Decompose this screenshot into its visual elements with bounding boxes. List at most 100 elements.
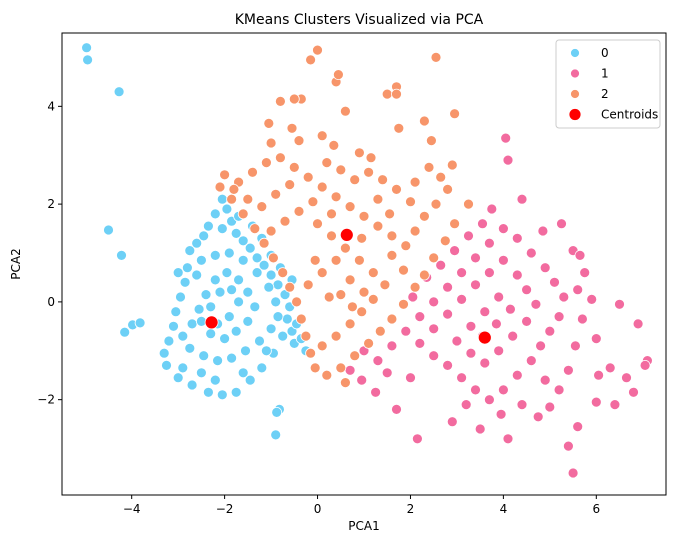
legend-marker — [570, 68, 580, 79]
point-cluster-0 — [116, 249, 127, 261]
point-cluster-0 — [209, 274, 221, 286]
point-cluster-1 — [521, 315, 532, 327]
point-cluster-0 — [202, 220, 214, 232]
point-cluster-1 — [479, 306, 491, 318]
point-cluster-2 — [425, 135, 437, 147]
point-cluster-1 — [525, 355, 537, 367]
point-cluster-1 — [456, 293, 468, 305]
point-cluster-2 — [449, 218, 461, 230]
point-cluster-0 — [233, 274, 245, 286]
point-cluster-1 — [465, 320, 477, 332]
point-cluster-1 — [549, 276, 560, 288]
point-cluster-0 — [258, 259, 270, 271]
point-cluster-2 — [372, 220, 384, 232]
point-cluster-2 — [463, 198, 474, 210]
point-cluster-0 — [216, 223, 228, 235]
point-cluster-1 — [563, 440, 574, 452]
point-cluster-0 — [170, 306, 182, 318]
point-cluster-2 — [381, 88, 393, 100]
point-cluster-1 — [470, 384, 481, 396]
point-cluster-1 — [532, 411, 544, 423]
point-cluster-2 — [291, 296, 303, 308]
point-cluster-2 — [263, 118, 275, 129]
point-cluster-1 — [516, 193, 528, 205]
point-cluster-2 — [307, 196, 319, 208]
point-cluster-0 — [172, 372, 184, 384]
point-cluster-1 — [609, 399, 621, 411]
point-cluster-0 — [205, 328, 217, 340]
point-cluster-1 — [516, 399, 528, 411]
point-cluster-1 — [442, 308, 454, 320]
point-cluster-2 — [367, 267, 379, 279]
point-cluster-2 — [300, 330, 312, 342]
point-cluster-0 — [177, 362, 189, 374]
y-tick-label: 4 — [47, 99, 55, 113]
point-cluster-0 — [134, 317, 146, 329]
point-cluster-1 — [553, 384, 565, 396]
point-cluster-1 — [407, 291, 419, 303]
point-cluster-1 — [511, 369, 523, 381]
point-cluster-1 — [544, 325, 556, 337]
point-cluster-2 — [330, 254, 342, 266]
point-cluster-1 — [446, 416, 458, 428]
point-cluster-0 — [219, 333, 231, 345]
point-cluster-2 — [423, 161, 435, 173]
point-cluster-2 — [247, 166, 258, 178]
point-cluster-2 — [302, 171, 314, 183]
point-cluster-2 — [358, 210, 370, 222]
point-cluster-0 — [191, 237, 203, 249]
point-cluster-1 — [530, 298, 542, 310]
point-cluster-0 — [265, 269, 277, 281]
legend-label: 1 — [601, 67, 609, 81]
point-cluster-2 — [409, 225, 421, 237]
point-cluster-2 — [398, 264, 409, 276]
point-cluster-0 — [195, 367, 207, 379]
point-cluster-2 — [321, 369, 333, 381]
chart-title: KMeans Clusters Visualized via PCA — [235, 12, 484, 28]
point-cluster-0 — [200, 289, 212, 301]
point-cluster-2 — [418, 269, 430, 281]
point-cluster-1 — [570, 340, 581, 352]
point-cluster-1 — [479, 357, 491, 369]
point-cluster-0 — [240, 345, 251, 357]
point-cluster-1 — [504, 303, 516, 315]
point-cluster-0 — [177, 330, 189, 342]
point-cluster-2 — [377, 174, 389, 186]
point-cluster-0 — [237, 254, 249, 266]
point-cluster-0 — [186, 318, 198, 330]
point-cluster-0 — [242, 315, 254, 327]
point-cluster-1 — [370, 386, 382, 398]
point-cluster-2 — [323, 291, 335, 303]
point-cluster-2 — [339, 377, 351, 389]
point-cluster-1 — [577, 313, 588, 325]
point-cluster-2 — [305, 347, 317, 359]
point-cluster-0 — [181, 262, 193, 274]
point-cluster-2 — [258, 237, 270, 249]
point-cluster-2 — [295, 313, 307, 325]
point-cluster-1 — [460, 399, 472, 411]
point-cluster-2 — [339, 105, 351, 117]
y-axis-ticks: −2 0 2 4 — [37, 99, 62, 407]
point-cluster-1 — [428, 350, 440, 362]
point-cluster-2 — [219, 169, 231, 181]
point-cluster-1 — [463, 230, 474, 242]
point-cluster-2 — [279, 215, 291, 227]
point-cluster-2 — [267, 252, 279, 264]
point-cluster-1 — [442, 281, 454, 293]
point-cluster-2 — [228, 183, 240, 195]
point-cluster-0 — [198, 230, 210, 242]
point-cluster-2 — [430, 52, 442, 63]
point-cluster-1 — [502, 154, 514, 166]
point-cluster-0 — [242, 286, 254, 298]
point-cluster-2 — [260, 157, 272, 169]
point-cluster-2 — [430, 198, 442, 210]
point-cluster-1 — [497, 223, 509, 235]
point-cluster-1 — [521, 284, 532, 296]
point-cluster-0 — [272, 279, 284, 291]
point-cluster-2 — [274, 96, 286, 107]
point-cluster-1 — [500, 132, 512, 144]
point-cluster-0 — [271, 406, 283, 418]
point-cluster-2 — [349, 174, 361, 186]
point-cluster-2 — [346, 301, 358, 313]
point-cluster-0 — [256, 362, 268, 374]
